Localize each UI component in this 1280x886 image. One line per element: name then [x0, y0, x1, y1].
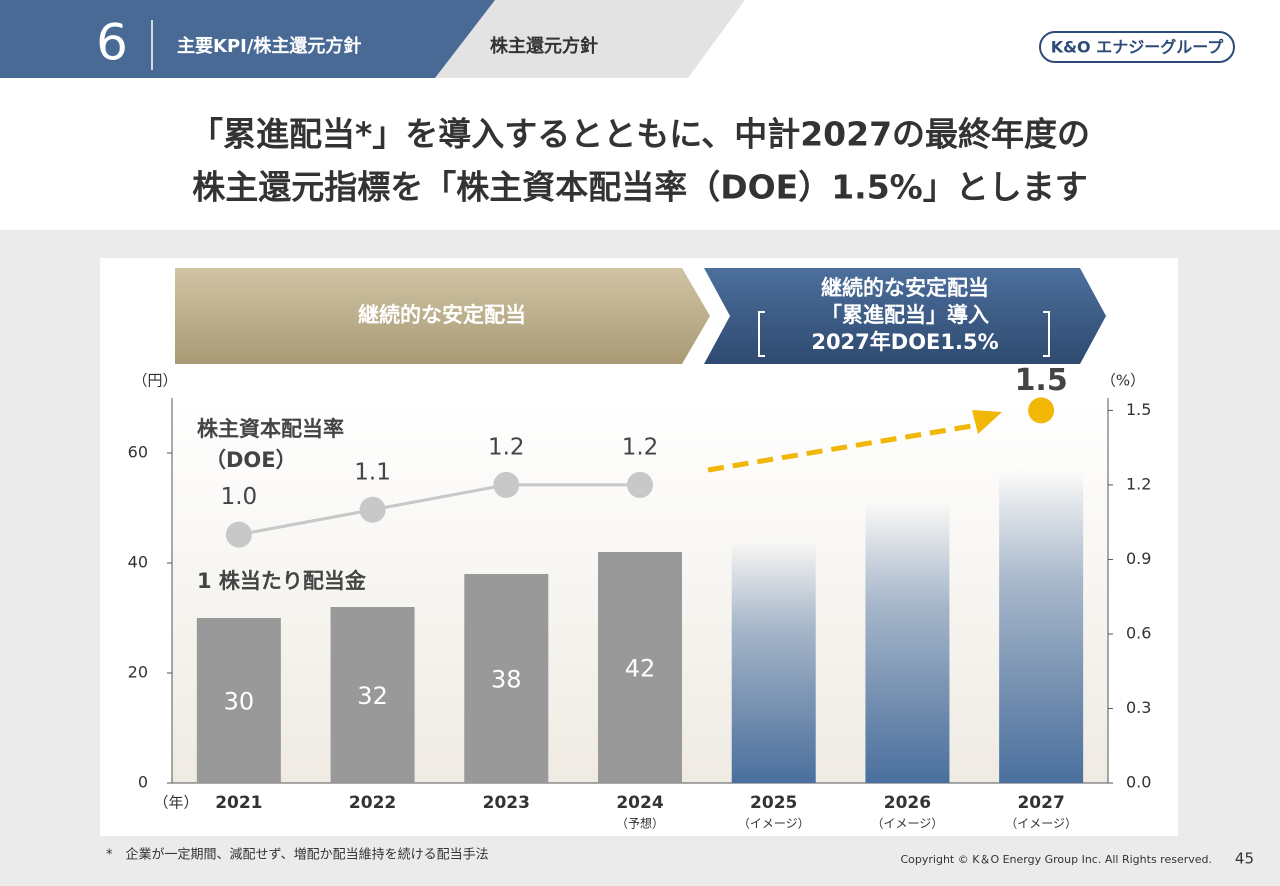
bar	[999, 469, 1084, 783]
header-band	[0, 0, 495, 78]
y-tick-label: 0	[138, 773, 148, 792]
y-tick-label: 20	[128, 663, 148, 682]
x-tick-label: 2023	[483, 793, 530, 813]
logo: K&O エナジーグループ	[1051, 38, 1225, 57]
point-label: 1.0	[221, 484, 258, 510]
page-number: 45	[1235, 850, 1254, 868]
copyright: Copyright © K＆O Energy Group Inc. All Ri…	[900, 853, 1212, 866]
x-tick-note: （予想）	[616, 816, 664, 831]
series-label: 株主資本配当率	[197, 417, 344, 441]
bar	[598, 552, 682, 783]
point-label: 1.1	[354, 459, 391, 485]
x-tick-label: 2027	[1017, 793, 1064, 813]
trend-arrowhead	[972, 410, 1002, 434]
point-label: 1.5	[1015, 363, 1068, 398]
banner	[175, 268, 710, 364]
headline: 株主還元指標を「株主資本配当率（DOE）1.5%」とします	[192, 168, 1088, 207]
banner-text: 「累進配当」導入	[821, 303, 989, 327]
y2-tick-label: 0.6	[1126, 623, 1151, 642]
series-label: （DOE）	[205, 448, 297, 472]
logo-frame	[1039, 31, 1235, 63]
bar	[731, 541, 816, 783]
point-label: 1.2	[622, 434, 659, 460]
point	[627, 471, 653, 498]
y2-unit: （%）	[1101, 372, 1145, 390]
x-tick-label: 2021	[215, 793, 262, 813]
banner-text: 2027年DOE1.5%	[811, 330, 998, 354]
banner	[704, 268, 1106, 364]
point	[1028, 397, 1055, 424]
x-tick-label: 2025	[750, 793, 797, 813]
x-tick-label: 2026	[884, 793, 931, 813]
bar	[330, 607, 415, 783]
series-line	[238, 483, 640, 537]
y2-tick-label: 0.0	[1126, 773, 1151, 792]
x-tick-note: （イメージ）	[872, 817, 944, 831]
footnote: * 企業が一定期間、減配せず、増配か配当維持を続ける配当手法	[106, 847, 489, 863]
series-label: 1 株当たり配当金	[197, 569, 367, 593]
bar	[865, 502, 950, 783]
trend-arrow	[707, 422, 979, 473]
y-unit: （円）	[132, 372, 177, 390]
section: 主要KPI/株主還元方針	[177, 35, 361, 57]
bar-label: 32	[357, 682, 388, 710]
x-unit: （年）	[153, 794, 198, 812]
y-tick-label: 60	[128, 443, 148, 462]
x-tick-note: （イメージ）	[738, 817, 810, 831]
headline: 「累進配当*」を導入するとともに、中計2027の最終年度の	[190, 115, 1090, 154]
x-tick-label: 2024	[616, 793, 663, 813]
banner-text: 継続的な安定配当	[358, 303, 526, 327]
x-tick-label: 2022	[349, 793, 396, 813]
bar	[464, 574, 549, 783]
point	[225, 521, 252, 548]
y2-tick-label: 1.2	[1126, 474, 1151, 493]
point	[493, 471, 520, 498]
bracket	[758, 311, 1050, 357]
section-number: 6	[96, 14, 128, 72]
bar-label: 30	[224, 688, 255, 716]
y2-tick-label: 0.3	[1126, 698, 1151, 717]
point	[359, 496, 386, 523]
bar-label: 42	[625, 655, 656, 683]
bar	[196, 618, 281, 783]
y2-tick-label: 1.5	[1126, 400, 1151, 419]
y-tick-label: 40	[128, 553, 148, 572]
x-tick-note: （イメージ）	[1005, 817, 1077, 831]
point-label: 1.2	[488, 434, 525, 460]
y2-tick-label: 0.9	[1126, 549, 1151, 568]
banner-text: 継続的な安定配当	[821, 276, 989, 300]
subsection: 株主還元方針	[490, 35, 598, 57]
bar-label: 38	[491, 666, 522, 694]
